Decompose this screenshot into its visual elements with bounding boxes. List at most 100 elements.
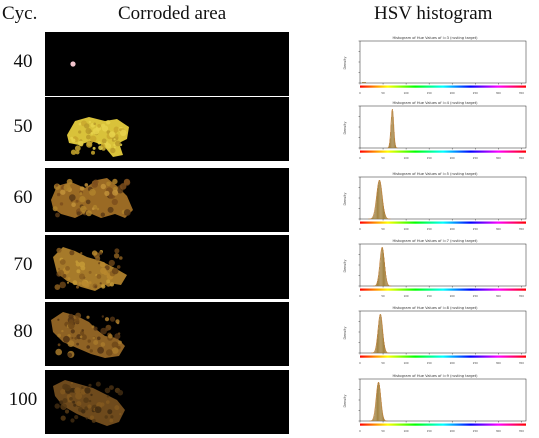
corrosion-speck xyxy=(57,343,61,347)
density-curve xyxy=(368,179,391,220)
corrosion-speck xyxy=(54,284,61,290)
hsv-histogram: Histogram of Hue Values of i=8 (rusting … xyxy=(340,303,530,365)
corrosion-speck xyxy=(97,336,101,341)
histogram-xtick-label: 300 xyxy=(496,91,501,95)
corrosion-speck xyxy=(81,386,84,389)
corrosion-speck xyxy=(99,282,102,285)
corrosion-speck xyxy=(92,146,96,150)
corrosion-speck xyxy=(64,409,70,414)
cycle-label: 50 xyxy=(13,116,33,137)
histogram-xtick-label: 50 xyxy=(381,294,385,298)
corrosion-speck xyxy=(79,273,85,280)
corrosion-speck xyxy=(74,145,81,152)
corrosion-speck xyxy=(88,120,91,124)
corrosion-speck xyxy=(106,349,113,356)
corrosion-speck xyxy=(91,181,98,188)
corrosion-speck xyxy=(87,339,91,343)
histogram-xtick-label: 200 xyxy=(450,91,455,95)
corrosion-speck xyxy=(79,192,83,196)
corrosion-spot xyxy=(70,61,76,67)
histogram-xtick-label: 100 xyxy=(404,361,409,365)
histogram-xtick-label: 200 xyxy=(450,294,455,298)
hue-spectrum-bar xyxy=(360,85,526,88)
corrosion-speck xyxy=(60,403,67,410)
corrosion-speck xyxy=(104,415,108,419)
corrosion-speck xyxy=(109,385,113,390)
corrosion-speck xyxy=(107,206,114,213)
corrosion-speck xyxy=(119,413,122,416)
corrosion-speck xyxy=(86,141,93,148)
corrosion-speck xyxy=(111,347,119,354)
corrosion-speck xyxy=(100,212,105,217)
hue-spectrum-bar xyxy=(360,423,526,426)
corrosion-speck xyxy=(70,382,73,385)
corrosion-speck xyxy=(88,270,92,274)
corrosion-speck xyxy=(97,124,101,128)
histogram-xtick-label: 100 xyxy=(404,156,409,160)
corrosion-speck xyxy=(78,122,82,126)
corrosion-speck xyxy=(93,326,98,331)
hsv-histogram: Histogram of Hue Values of i=7 (rusting … xyxy=(340,236,530,298)
histogram-xtick-label: 300 xyxy=(496,227,501,231)
corrosion-speck xyxy=(63,184,71,192)
corrosion-speck xyxy=(89,349,93,353)
corrosion-speck xyxy=(115,140,121,147)
corrosion-speck xyxy=(104,190,110,196)
histogram-xtick-label: 300 xyxy=(496,361,501,365)
corrosion-speck xyxy=(84,183,89,187)
corrosion-speck xyxy=(55,212,60,218)
corrosion-speck xyxy=(109,316,116,322)
corrosion-speck xyxy=(75,199,79,203)
histogram-xtick-label: 50 xyxy=(381,227,385,231)
histogram-ylabel: Density xyxy=(343,395,347,408)
corrosion-speck xyxy=(84,123,90,129)
corrosion-speck xyxy=(69,397,73,401)
corrosion-speck xyxy=(88,399,92,403)
histogram-xtick-label: 250 xyxy=(473,227,478,231)
histogram-xtick-label: 300 xyxy=(496,429,501,433)
corrosion-speck xyxy=(78,130,82,134)
figure-row: 100 Histogram of Hue Values of i=9 (rusti… xyxy=(0,370,539,436)
corrosion-speck xyxy=(80,205,87,213)
corrosion-speck xyxy=(104,327,109,332)
histogram-xtick-label: 350 xyxy=(519,361,524,365)
corrosion-speck xyxy=(91,250,98,256)
histogram-xtick-label: 300 xyxy=(496,156,501,160)
corrosion-speck xyxy=(79,186,84,191)
histogram-xtick-label: 0 xyxy=(359,429,361,433)
histogram-xtick-label: 350 xyxy=(519,156,524,160)
corrosion-speck xyxy=(75,262,81,267)
corrosion-speck xyxy=(67,340,75,347)
corrosion-speck xyxy=(76,334,82,340)
corrosion-speck xyxy=(91,325,95,329)
corrosion-speck xyxy=(95,256,101,261)
corrosion-speck xyxy=(88,281,92,285)
corrosion-speck xyxy=(106,395,110,398)
corrosion-speck xyxy=(110,147,116,154)
corrosion-speck xyxy=(123,209,131,216)
corrosion-speck xyxy=(109,418,114,423)
corrosion-speck xyxy=(88,383,92,387)
histogram-xtick-label: 150 xyxy=(427,361,432,365)
histogram-ylabel: Density xyxy=(343,122,347,135)
corrosion-speck xyxy=(118,340,122,345)
corrosion-speck xyxy=(75,260,78,263)
corrosion-speck xyxy=(76,401,82,407)
density-curve xyxy=(369,381,388,422)
corrosion-speck xyxy=(90,135,97,142)
corrosion-speck xyxy=(80,252,83,255)
histogram-xtick-label: 350 xyxy=(519,294,524,298)
corrosion-speck xyxy=(118,128,122,132)
corrosion-speck xyxy=(106,279,111,284)
corrosion-speck xyxy=(114,248,120,254)
corrosion-speck xyxy=(110,415,114,419)
corrosion-speck xyxy=(100,143,106,148)
corrosion-speck xyxy=(52,206,58,212)
cycle-label: 80 xyxy=(13,321,33,342)
corrosion-speck xyxy=(112,178,118,185)
corrosion-speck xyxy=(91,418,96,423)
histogram-xtick-label: 50 xyxy=(381,429,385,433)
corrosion-speck xyxy=(83,397,89,403)
histogram-xtick-label: 0 xyxy=(359,91,361,95)
hsv-histogram: Histogram of Hue Values of i=4 (rusting … xyxy=(340,98,530,160)
